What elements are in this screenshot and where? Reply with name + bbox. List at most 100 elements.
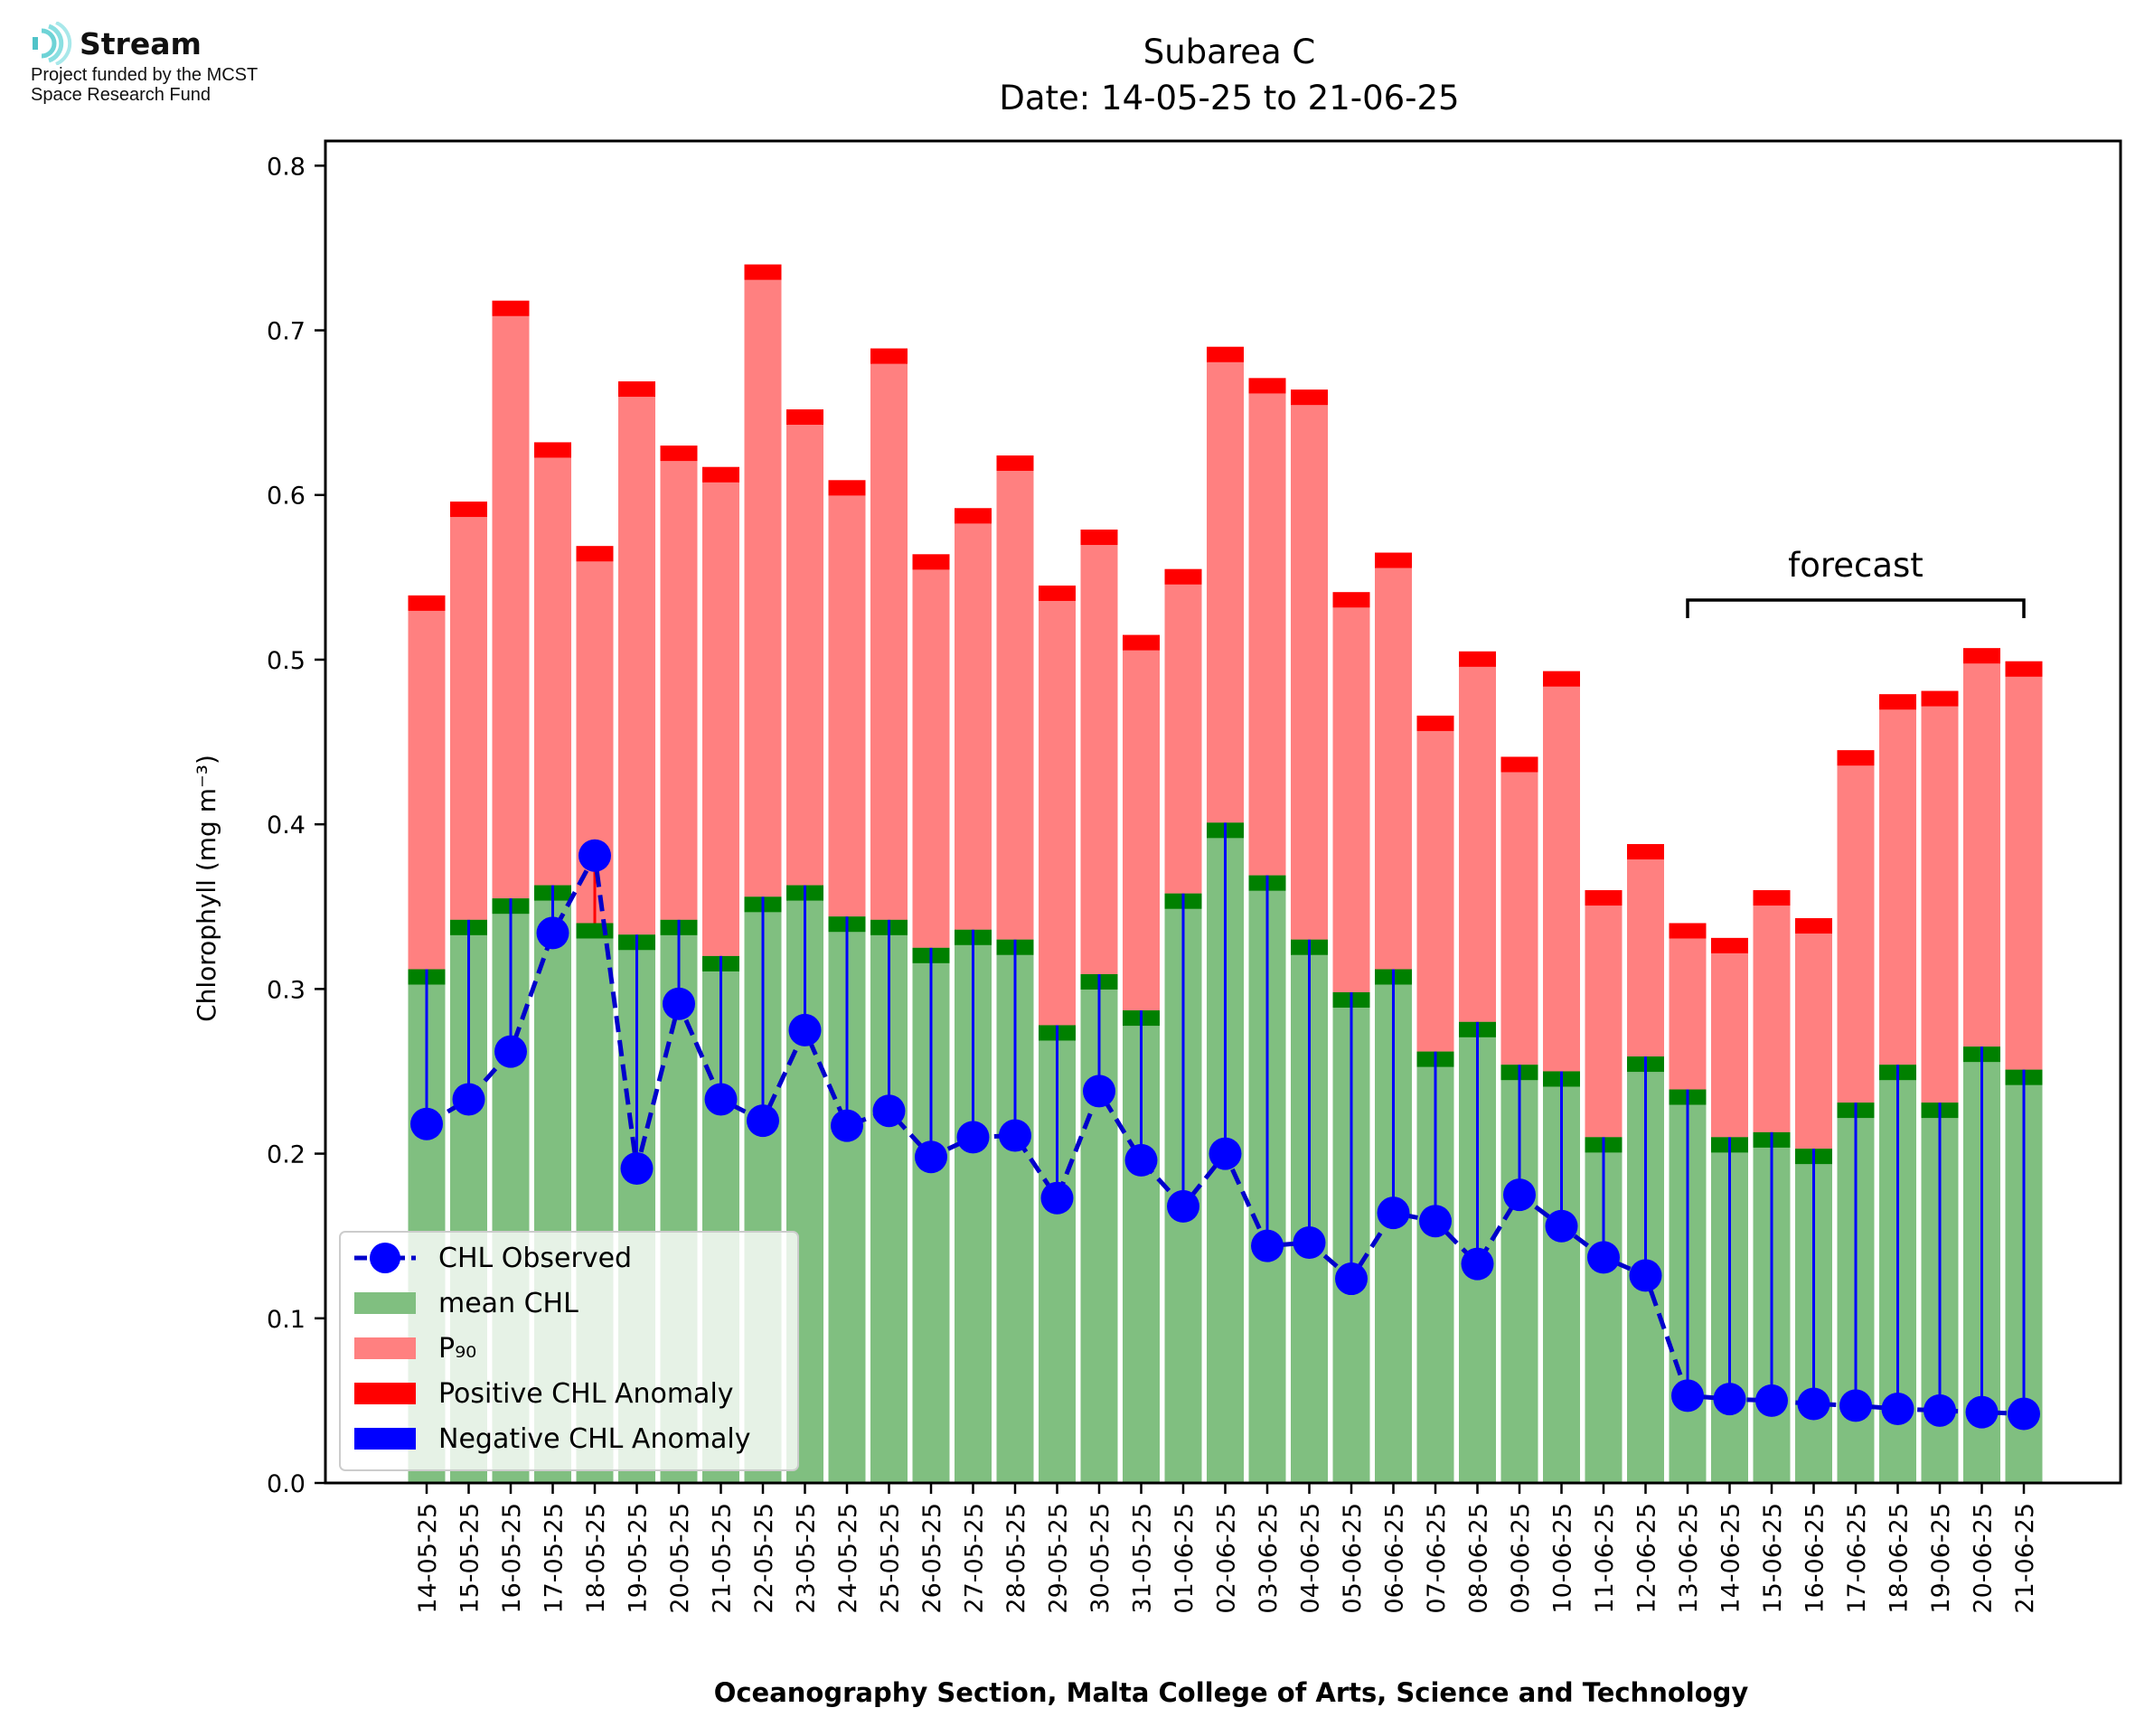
chl-observed-point xyxy=(663,987,695,1020)
axes-layer: 0.0 0.1 0.2 0.3 0.4 0.5 0.6 0.7 0.8 14-05-25 15-05… xyxy=(267,139,2122,1614)
funding-line-1: Project funded by the MCST xyxy=(31,65,259,85)
chl-observed-point xyxy=(1209,1137,1242,1170)
x-tick-label: 27-05-25 xyxy=(961,1503,989,1614)
x-tick-label: 14-05-25 xyxy=(414,1503,442,1614)
p90-cap xyxy=(955,508,992,524)
x-tick-label: 20-06-25 xyxy=(1970,1503,1998,1614)
p90-cap xyxy=(1795,918,1832,934)
legend-p90-entry-label: P₉₀ xyxy=(438,1333,476,1365)
p90-cap xyxy=(744,264,782,280)
x-tick-label: 25-05-25 xyxy=(877,1503,905,1614)
x-tick-label: 17-06-25 xyxy=(1843,1503,1871,1614)
chl-observed-point xyxy=(1251,1229,1284,1262)
chl-observed-point xyxy=(620,1151,654,1185)
chl-observed-point xyxy=(494,1035,527,1068)
p90-cap xyxy=(1627,844,1664,860)
mean-chl-cap xyxy=(576,923,614,939)
legend-negative-entry-label: Negative CHL Anomaly xyxy=(438,1423,751,1455)
x-tick-label: 20-05-25 xyxy=(666,1503,694,1614)
x-tick-label: 16-05-25 xyxy=(498,1503,526,1614)
chart-subtitle: Date: 14-05-25 to 21-06-25 xyxy=(999,79,1459,117)
x-tick-label: 19-06-25 xyxy=(1927,1503,1955,1614)
legend-observed-entry-label: CHL Observed xyxy=(438,1243,632,1274)
chl-observed-point xyxy=(1419,1205,1452,1238)
p90-cap xyxy=(1963,648,2000,664)
x-tick-label: 11-06-25 xyxy=(1591,1503,1619,1614)
x-tick-label: 30-05-25 xyxy=(1086,1503,1115,1614)
stream-waves-icon xyxy=(33,22,72,65)
chl-observed-point xyxy=(1167,1189,1199,1223)
p90-cap xyxy=(660,446,698,462)
y-tick-label: 0.4 xyxy=(267,812,306,840)
p90-cap xyxy=(1879,694,1916,710)
chl-observed-point xyxy=(1083,1074,1115,1108)
p90-cap xyxy=(1753,890,1791,906)
p90-cap xyxy=(1080,530,1118,546)
chl-observed-point xyxy=(578,839,611,872)
chl-observed-point xyxy=(1545,1209,1578,1243)
p90-cap xyxy=(1248,378,1286,394)
y-axis-label: Chlorophyll (mg m⁻³) xyxy=(192,755,221,1022)
forecast-annotation: forecast xyxy=(1686,546,2026,618)
p90-cap xyxy=(1291,389,1328,406)
chl-observed-point xyxy=(1124,1143,1158,1177)
chl-observed-point xyxy=(1965,1395,1999,1429)
legend: CHL Observed mean CHL P₉₀ Positive CHL Anom… xyxy=(339,1231,799,1471)
legend-mean-entry-label: mean CHL xyxy=(438,1288,578,1319)
x-tick-label: 15-05-25 xyxy=(456,1503,484,1614)
p90-cap xyxy=(1543,671,1580,687)
chl-observed-point xyxy=(1293,1225,1326,1259)
x-tick-label: 03-06-25 xyxy=(1255,1503,1283,1614)
legend-box xyxy=(339,1231,799,1471)
y-tick-label: 0.2 xyxy=(267,1141,306,1169)
chl-observed-point xyxy=(831,1109,863,1142)
p90-cap xyxy=(1837,750,1875,766)
x-tick-label: 02-06-25 xyxy=(1213,1503,1241,1614)
logo-block: Stream Project funded by the MCST Space … xyxy=(31,22,258,105)
legend-p90-entry-swatch xyxy=(354,1337,416,1359)
plot-frame xyxy=(324,139,2122,1485)
funding-line-2: Space Research Fund xyxy=(31,85,212,105)
x-tick-label: 22-05-25 xyxy=(750,1503,778,1614)
chl-observed-point xyxy=(747,1104,779,1138)
x-tick-label: 17-05-25 xyxy=(541,1503,569,1614)
chl-observed-point xyxy=(1629,1259,1662,1292)
p90-cap xyxy=(450,502,487,518)
x-tick-label: 14-06-25 xyxy=(1717,1503,1745,1614)
chl-observed-point xyxy=(1377,1196,1410,1230)
chl-observed-point xyxy=(410,1107,443,1140)
x-tick-label: 13-06-25 xyxy=(1675,1503,1703,1614)
p90-cap xyxy=(1332,592,1370,608)
forecast-label: forecast xyxy=(1788,546,1924,585)
p90-cap xyxy=(702,466,739,483)
x-tick-label: 16-06-25 xyxy=(1801,1503,1829,1614)
forecast-bracket xyxy=(1686,598,2026,618)
p90-cap xyxy=(1123,634,1160,651)
y-tick-label: 0.5 xyxy=(267,647,306,675)
p90-cap xyxy=(2005,661,2043,677)
chl-observed-point xyxy=(452,1083,485,1116)
p90-cap xyxy=(1416,715,1454,731)
x-tick-label: 21-06-25 xyxy=(2011,1503,2039,1614)
chl-observed-point xyxy=(1755,1384,1788,1417)
x-tick-label: 24-05-25 xyxy=(834,1503,862,1614)
p90-cap xyxy=(576,546,614,562)
p90-cap xyxy=(1039,585,1076,601)
p90-cap xyxy=(1669,923,1707,939)
chl-observed-point xyxy=(536,916,569,950)
x-tick-label: 05-06-25 xyxy=(1339,1503,1367,1614)
x-tick-label: 18-06-25 xyxy=(1886,1503,1914,1614)
x-axis-label: Oceanography Section, Malta College of A… xyxy=(714,1677,1749,1708)
legend-positive-entry-swatch xyxy=(354,1383,416,1404)
chl-observed-point xyxy=(704,1083,738,1116)
chl-observed-point xyxy=(1797,1387,1830,1421)
p90-cap xyxy=(534,442,571,458)
x-tick-label: 10-06-25 xyxy=(1549,1503,1577,1614)
x-tick-label: 31-05-25 xyxy=(1129,1503,1157,1614)
chl-observed-point xyxy=(1587,1241,1620,1274)
y-tick-label: 0.7 xyxy=(267,318,306,346)
x-tick-label: 28-05-25 xyxy=(1002,1503,1030,1614)
p90-cap xyxy=(828,480,866,496)
p90-cap xyxy=(408,595,446,611)
